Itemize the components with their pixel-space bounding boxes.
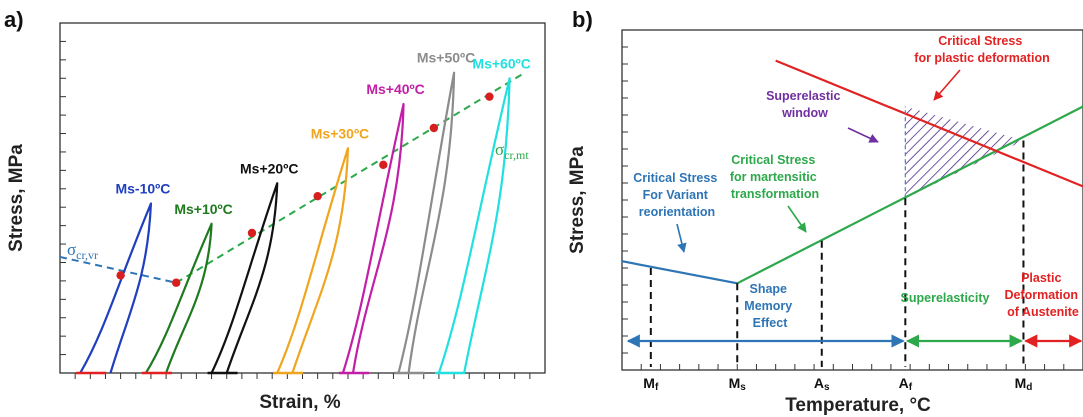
critical-line [59,255,177,284]
panel-b-dashed-markers [649,106,1025,367]
critical-stress-line [621,260,738,285]
panel-b: b) Mf Ms As Af Md Critical Stress for plasti… [567,7,1083,416]
critical-line [175,71,526,284]
annotation-plastic-stress: Critical Stress for plastic deformation [914,34,1049,65]
temperature-label: Af [899,375,913,393]
stress-strain-loop [210,182,279,374]
annotation-window-arrow [847,127,879,143]
panel-a-loops [76,71,511,375]
loop-label: Ms+40ºC [366,81,424,97]
loop-label: Ms+10ºC [174,201,232,217]
loop-label: Ms+50ºC [417,50,475,66]
temperature-label: Mf [643,375,659,393]
critical-stress-marker [171,278,181,287]
annotation-martensitic-arrow [787,205,807,233]
annotation-variant-arrow [676,223,687,253]
stress-strain-loop [79,202,153,374]
critical-stress-marker [313,191,322,201]
sigma-cr-vr-label: σcr,vr [67,240,98,262]
loop-label: Ms+60ºC [472,55,530,71]
stress-strain-loop [397,71,456,374]
panel-a-frame [59,22,546,374]
region-shape-memory-effect: Shape Memory Effect [744,282,795,330]
region-superelasticity: Superelasticity [901,291,990,305]
panel-b-xlabel: Temperature, °C [785,395,931,416]
critical-stress-marker [116,271,125,280]
critical-stress-line [775,59,1083,188]
panel-a-xlabel: Strain, % [259,392,340,413]
temperature-label: Ms [729,375,747,393]
panel-b-series [621,59,1083,285]
panel-a-markers [116,92,494,287]
temperature-label: Md [1015,375,1033,393]
critical-stress-marker [379,160,388,170]
loop-label: Ms+30ºC [311,125,369,141]
panel-b-label: b) [572,7,593,32]
annotation-variant-stress: Critical Stress For Variant reorientatio… [633,171,721,219]
panel-a-label: a) [4,7,24,32]
annotation-plastic-arrow [933,69,961,101]
stress-strain-loop [144,222,213,374]
critical-stress-line [736,105,1083,285]
loop-label: Ms-10ºC [115,181,170,197]
annotation-martensitic-stress: Critical Stress for martensitic transfor… [730,153,820,201]
stress-strain-loop [341,102,405,374]
region-plastic-deformation: Plastic Deformation of Austenite [1004,271,1081,319]
panel-b-temperature-labels: Mf Ms As Af Md [643,375,1032,393]
superelastic-window-hatch [905,106,1024,199]
stress-strain-loop [437,77,511,374]
critical-stress-marker [247,228,257,238]
stress-strain-loop [276,147,350,374]
critical-stress-marker [429,123,439,133]
panel-b-ylabel: Stress, MPa [567,146,588,254]
critical-stress-marker [485,92,494,101]
sigma-cr-mt-label: σcr,mt [495,140,529,162]
temperature-label: As [814,375,830,393]
panel-a: a) Ms-10ºCMs+10ºCMs+20ºCMs+30ºCMs+40ºCMs… [4,7,546,413]
loop-label: Ms+20ºC [240,160,298,176]
panel-a-critical-lines [59,71,526,284]
panel-a-ticks [60,40,531,379]
annotation-superelastic-window: Superelastic window [766,89,844,120]
panel-a-ylabel: Stress, MPa [6,144,27,252]
